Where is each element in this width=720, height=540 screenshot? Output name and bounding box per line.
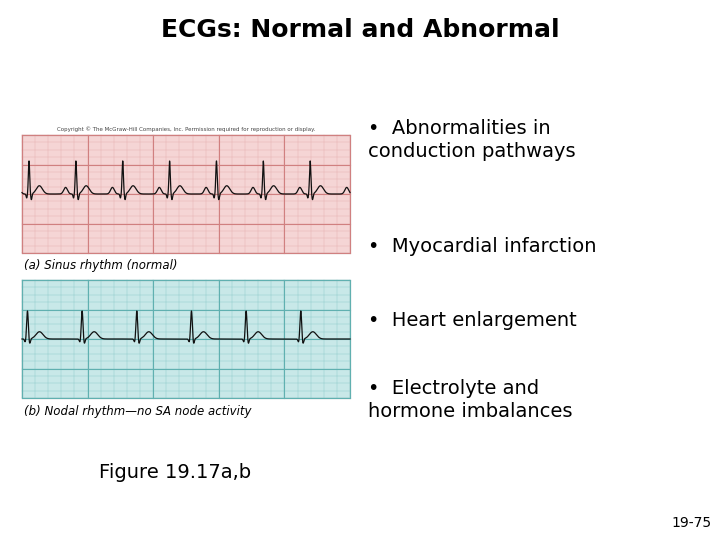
Text: (b) Nodal rhythm—no SA node activity: (b) Nodal rhythm—no SA node activity xyxy=(24,404,251,417)
Text: (a) Sinus rhythm (normal): (a) Sinus rhythm (normal) xyxy=(24,260,178,273)
Text: •  Myocardial infarction: • Myocardial infarction xyxy=(368,238,596,256)
Text: 19-75: 19-75 xyxy=(672,516,712,530)
Text: ECGs: Normal and Abnormal: ECGs: Normal and Abnormal xyxy=(161,18,559,42)
Bar xyxy=(22,280,350,398)
Text: •  Heart enlargement: • Heart enlargement xyxy=(368,310,577,329)
Text: Copyright © The McGraw-Hill Companies, Inc. Permission required for reproduction: Copyright © The McGraw-Hill Companies, I… xyxy=(57,126,315,132)
Text: Figure 19.17a,b: Figure 19.17a,b xyxy=(99,462,251,482)
Text: •  Abnormalities in
conduction pathways: • Abnormalities in conduction pathways xyxy=(368,119,575,161)
Bar xyxy=(22,135,350,253)
Text: •  Electrolyte and
hormone imbalances: • Electrolyte and hormone imbalances xyxy=(368,379,572,421)
